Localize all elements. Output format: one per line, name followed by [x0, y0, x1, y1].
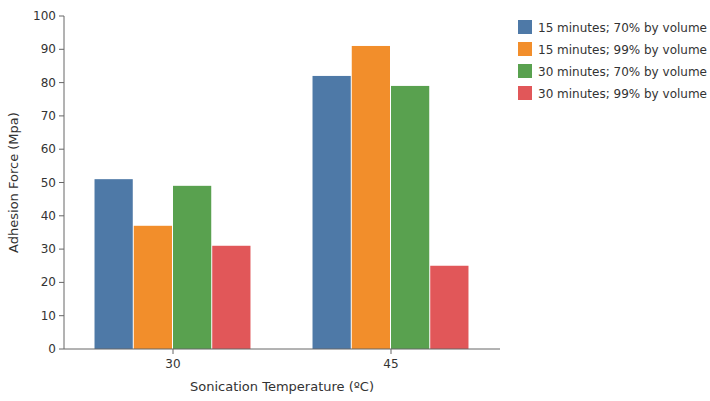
bar	[430, 266, 468, 349]
x-tick-label: 30	[165, 357, 180, 371]
x-axis-line	[64, 349, 500, 350]
y-tick	[59, 282, 64, 283]
y-tick	[59, 182, 64, 183]
y-tick	[59, 49, 64, 50]
y-tick	[59, 16, 64, 17]
y-tick-label: 40	[41, 209, 56, 223]
y-tick-label: 50	[41, 176, 56, 190]
y-tick	[59, 82, 64, 83]
legend-label: 30 minutes; 99% by volume	[538, 87, 707, 101]
y-tick-label: 100	[33, 9, 56, 23]
y-tick-label: 90	[41, 42, 56, 56]
x-tick	[391, 349, 392, 354]
chart-container: 0 10 20 30 40 50 60 70 80 90 100 30 45 Sonication Tem…	[0, 0, 710, 401]
bar	[313, 76, 351, 349]
bar	[212, 246, 250, 349]
y-tick	[59, 249, 64, 250]
x-axis-label: Sonication Temperature (ºC)	[190, 379, 374, 394]
y-tick	[59, 149, 64, 150]
y-tick	[59, 115, 64, 116]
legend-label: 15 minutes; 70% by volume	[538, 21, 707, 35]
y-tick-label: 80	[41, 76, 56, 90]
x-tick-label: 45	[383, 357, 398, 371]
bar	[95, 179, 133, 349]
legend: 15 minutes; 70% by volume 15 minutes; 99%…	[518, 20, 707, 101]
y-tick	[59, 349, 64, 350]
chart: 0 10 20 30 40 50 60 70 80 90 100 30 45 Sonication Tem…	[0, 0, 710, 401]
legend-label: 30 minutes; 70% by volume	[538, 65, 707, 79]
axes: 0 10 20 30 40 50 60 70 80 90 100 30 45	[33, 9, 500, 371]
y-tick-label: 60	[41, 142, 56, 156]
bar	[391, 86, 429, 349]
x-tick	[173, 349, 174, 354]
legend-label: 15 minutes; 99% by volume	[538, 43, 707, 57]
legend-swatch	[518, 86, 532, 100]
bar	[352, 46, 390, 349]
bar	[134, 226, 172, 349]
legend-swatch	[518, 64, 532, 78]
y-tick-label: 0	[48, 342, 56, 356]
bar	[173, 186, 211, 349]
y-tick-label: 30	[41, 242, 56, 256]
bars	[95, 46, 469, 349]
y-axis-label: Adhesion Force (Mpa)	[6, 112, 21, 253]
y-tick	[59, 315, 64, 316]
y-tick	[59, 215, 64, 216]
legend-swatch	[518, 42, 532, 56]
y-tick-label: 10	[41, 309, 56, 323]
legend-swatch	[518, 20, 532, 34]
y-tick-label: 20	[41, 275, 56, 289]
y-tick-label: 70	[41, 109, 56, 123]
